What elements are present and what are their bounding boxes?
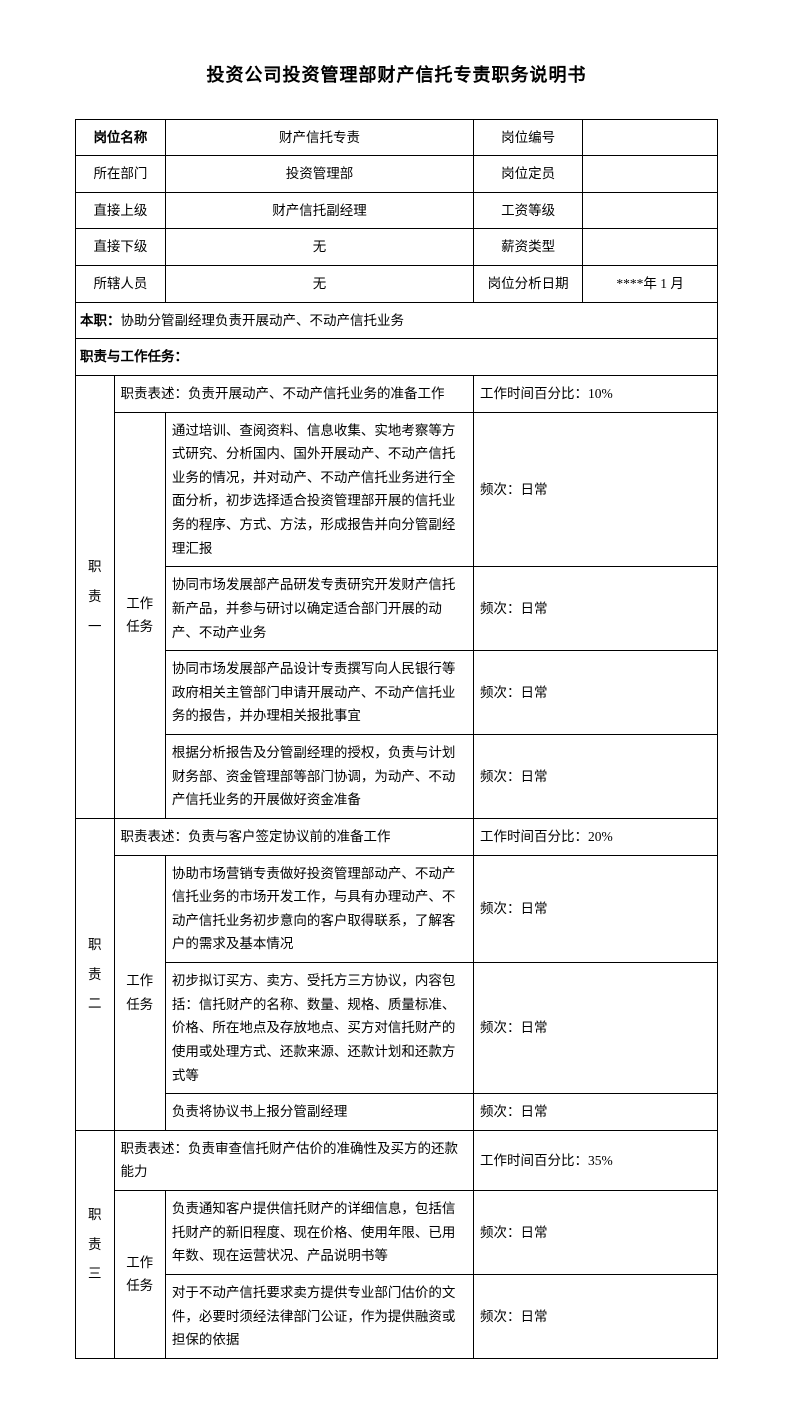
header-row-1: 岗位名称 财产信托专责 岗位编号 — [76, 119, 718, 156]
value-headcount — [583, 156, 718, 193]
r1-task-1-freq: 频次：日常 — [474, 412, 718, 567]
header-row-5: 所辖人员 无 岗位分析日期 ****年 1 月 — [76, 266, 718, 303]
value-position-name: 财产信托专责 — [165, 119, 473, 156]
r2-task-3-freq: 频次：日常 — [474, 1094, 718, 1131]
value-supervisor: 财产信托副经理 — [165, 192, 473, 229]
r2-task-row-1: 工作 任务 协助市场营销专责做好投资管理部动产、不动产信托业务的市场开发工作，与… — [76, 855, 718, 963]
r1-task-3: 协同市场发展部产品设计专责撰写向人民银行等政府相关主管部门申请开展动产、不动产信… — [165, 651, 473, 735]
r2-task-2-freq: 频次：日常 — [474, 963, 718, 1094]
r3-desc-row: 职责 三 职责表述：负责审查信托财产估价的准确性及买方的还款能力 工作时间百分比… — [76, 1130, 718, 1190]
r2-time: 工作时间百分比：20% — [474, 818, 718, 855]
r2-task-row-2: 初步拟订买方、卖方、受托方三方协议，内容包括：信托财产的名称、数量、规格、质量标… — [76, 963, 718, 1094]
r1-task-row-4: 根据分析报告及分管副经理的授权，负责与计划财务部、资金管理部等部门协调，为动产、… — [76, 735, 718, 819]
label-position-name: 岗位名称 — [76, 119, 166, 156]
main-duty-label: 本职： — [80, 313, 121, 328]
r3-id-resp: 职责 — [82, 1200, 108, 1259]
value-salary-type — [583, 229, 718, 266]
label-headcount: 岗位定员 — [474, 156, 583, 193]
r3-task-2: 对于不动产信托要求卖方提供专业部门估价的文件，必要时须经法律部门公证，作为提供融… — [165, 1274, 473, 1358]
r3-task-1-freq: 频次：日常 — [474, 1191, 718, 1275]
r1-desc-row: 职责 一 职责表述：负责开展动产、不动产信托业务的准备工作 工作时间百分比：10… — [76, 375, 718, 412]
r2-id-resp: 职责 — [82, 930, 108, 989]
r1-time-value: 10% — [588, 386, 613, 401]
r1-id-resp: 职责 — [82, 552, 108, 611]
label-wage-grade: 工资等级 — [474, 192, 583, 229]
task-label-l2: 任务 — [121, 615, 159, 639]
section-header-row: 职责与工作任务： — [76, 339, 718, 376]
r2-task-3: 负责将协议书上报分管副经理 — [165, 1094, 473, 1131]
r1-task-2-freq: 频次：日常 — [474, 567, 718, 651]
r2-id-num: 二 — [82, 989, 108, 1019]
r1-task-row-3: 协同市场发展部产品设计专责撰写向人民银行等政府相关主管部门申请开展动产、不动产信… — [76, 651, 718, 735]
r1-task-row-2: 协同市场发展部产品研发专责研究开发财产信托新产品，并参与研讨以确定适合部门开展的… — [76, 567, 718, 651]
r3-task-2-freq: 频次：日常 — [474, 1274, 718, 1358]
r1-task-label: 工作 任务 — [114, 412, 165, 818]
r1-task-2: 协同市场发展部产品研发专责研究开发财产信托新产品，并参与研讨以确定适合部门开展的… — [165, 567, 473, 651]
r2-id: 职责 二 — [76, 818, 115, 1130]
r1-task-row-1: 工作 任务 通过培训、查阅资料、信息收集、实地考察等方式研究、分析国内、国外开展… — [76, 412, 718, 567]
r1-id: 职责 一 — [76, 375, 115, 818]
label-analysis-date: 岗位分析日期 — [474, 266, 583, 303]
r2-task-1: 协助市场营销专责做好投资管理部动产、不动产信托业务的市场开发工作，与具有办理动产… — [165, 855, 473, 963]
r1-time-label: 工作时间百分比： — [480, 386, 588, 401]
r1-task-4-freq: 频次：日常 — [474, 735, 718, 819]
label-supervisor: 直接上级 — [76, 192, 166, 229]
r3-task-row-2: 对于不动产信托要求卖方提供专业部门估价的文件，必要时须经法律部门公证，作为提供融… — [76, 1274, 718, 1358]
section-header-label: 职责与工作任务： — [76, 339, 718, 376]
r1-task-4: 根据分析报告及分管副经理的授权，负责与计划财务部、资金管理部等部门协调，为动产、… — [165, 735, 473, 819]
header-row-2: 所在部门 投资管理部 岗位定员 — [76, 156, 718, 193]
main-duty-row: 本职：协助分管副经理负责开展动产、不动产信托业务 — [76, 302, 718, 339]
r1-id-num: 一 — [82, 612, 108, 642]
r2-desc: 职责表述：负责与客户签定协议前的准备工作 — [114, 818, 474, 855]
r2-task-label: 工作 任务 — [114, 855, 165, 1130]
r3-task-1: 负责通知客户提供信托财产的详细信息，包括信托财产的新旧程度、现在价格、使用年限、… — [165, 1191, 473, 1275]
r3-time: 工作时间百分比：35% — [474, 1130, 718, 1190]
task-label-l1: 工作 — [121, 592, 159, 616]
value-analysis-date: ****年 1 月 — [583, 266, 718, 303]
r2-task-2: 初步拟订买方、卖方、受托方三方协议，内容包括：信托财产的名称、数量、规格、质量标… — [165, 963, 473, 1094]
label-subordinate: 直接下级 — [76, 229, 166, 266]
header-row-4: 直接下级 无 薪资类型 — [76, 229, 718, 266]
r3-id-num: 三 — [82, 1259, 108, 1289]
r1-desc: 职责表述：负责开展动产、不动产信托业务的准备工作 — [114, 375, 474, 412]
value-department: 投资管理部 — [165, 156, 473, 193]
r1-task-3-freq: 频次：日常 — [474, 651, 718, 735]
header-row-3: 直接上级 财产信托副经理 工资等级 — [76, 192, 718, 229]
main-duty-text: 协助分管副经理负责开展动产、不动产信托业务 — [121, 313, 405, 328]
label-position-code: 岗位编号 — [474, 119, 583, 156]
r2-task-1-freq: 频次：日常 — [474, 855, 718, 963]
r1-task-1: 通过培训、查阅资料、信息收集、实地考察等方式研究、分析国内、国外开展动产、不动产… — [165, 412, 473, 567]
r2-task-row-3: 负责将协议书上报分管副经理 频次：日常 — [76, 1094, 718, 1131]
r1-time: 工作时间百分比：10% — [474, 375, 718, 412]
r2-desc-row: 职责 二 职责表述：负责与客户签定协议前的准备工作 工作时间百分比：20% — [76, 818, 718, 855]
r3-id: 职责 三 — [76, 1130, 115, 1358]
r3-task-row-1: 工作 任务 负责通知客户提供信托财产的详细信息，包括信托财产的新旧程度、现在价格… — [76, 1191, 718, 1275]
doc-title: 投资公司投资管理部财产信托专责职务说明书 — [75, 60, 718, 91]
r3-task-label: 工作 任务 — [114, 1191, 165, 1359]
job-spec-table: 岗位名称 财产信托专责 岗位编号 所在部门 投资管理部 岗位定员 直接上级 财产… — [75, 119, 718, 1359]
value-wage-grade — [583, 192, 718, 229]
value-subordinate: 无 — [165, 229, 473, 266]
value-staff: 无 — [165, 266, 473, 303]
label-department: 所在部门 — [76, 156, 166, 193]
r3-desc: 职责表述：负责审查信托财产估价的准确性及买方的还款能力 — [114, 1130, 474, 1190]
label-salary-type: 薪资类型 — [474, 229, 583, 266]
label-staff: 所辖人员 — [76, 266, 166, 303]
value-position-code — [583, 119, 718, 156]
